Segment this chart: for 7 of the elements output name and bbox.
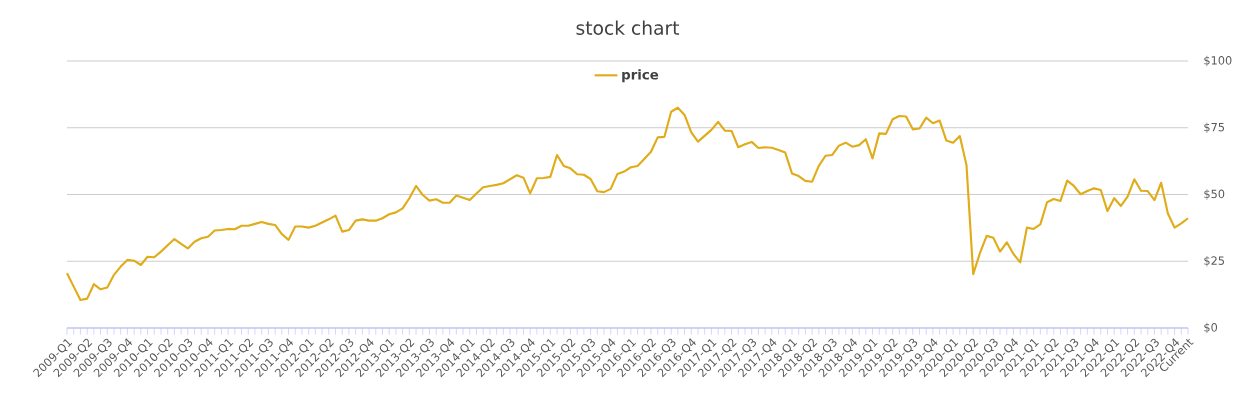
y-tick-label: $0 [1204,322,1218,334]
y-tick-label: $50 [1204,189,1225,200]
y-tick-label: $25 [1204,256,1225,267]
legend-label: price [622,69,659,83]
chart-title: stock chart [576,20,680,35]
y-tick-label: $100 [1204,55,1232,67]
y-tick-label: $75 [1204,122,1225,133]
